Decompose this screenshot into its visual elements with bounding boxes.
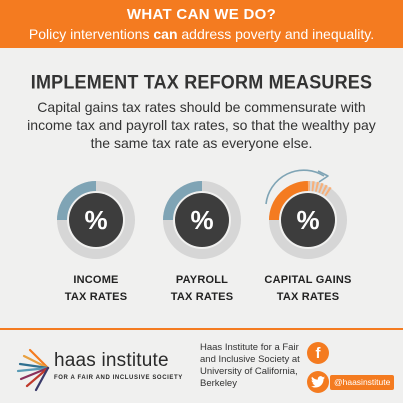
payroll-label-line2: TAX RATES xyxy=(170,291,234,303)
income-label-line1: INCOME xyxy=(73,274,119,286)
capital-gains-label-line1: CAPITAL GAINS xyxy=(264,274,352,286)
haas-logo-icon xyxy=(16,348,50,392)
payroll-tax-ring-icon: % xyxy=(163,181,241,259)
logo-name: haas institute xyxy=(54,350,169,371)
capital-gains-ring-icon: % xyxy=(269,181,347,259)
facebook-icon[interactable]: f xyxy=(307,342,329,364)
address-line2: and Inclusive Society at xyxy=(200,354,300,365)
banner-title: WHAT CAN WE DO? xyxy=(126,6,277,23)
header-banner: WHAT CAN WE DO? Policy interventions can… xyxy=(0,0,403,48)
payroll-label-line1: PAYROLL xyxy=(175,274,229,286)
income-tax-circle: % xyxy=(56,180,136,260)
capital-gains-label-line2: TAX RATES xyxy=(276,291,340,303)
banner-subtitle-before: Policy interventions xyxy=(28,26,154,42)
income-tax-ring-icon: % xyxy=(57,181,135,259)
payroll-percent-symbol: % xyxy=(190,205,213,235)
income-tax-label: INCOME TAX RATES xyxy=(41,272,151,306)
capital-gains-tax-label: CAPITAL GAINS TAX RATES xyxy=(253,272,363,306)
section-heading: IMPLEMENT TAX REFORM MEASURES xyxy=(30,71,373,93)
address-line4: Berkeley xyxy=(200,378,237,389)
banner-subtitle-after: address poverty and inequality. xyxy=(177,26,375,42)
twitter-icon[interactable] xyxy=(307,371,329,393)
facebook-glyph: f xyxy=(315,345,321,362)
payroll-tax-circle: % xyxy=(162,180,242,260)
income-label-line2: TAX RATES xyxy=(64,291,128,303)
payroll-tax-label: PAYROLL TAX RATES xyxy=(147,272,257,306)
haas-logo[interactable]: haas institute FOR A FAIR AND INCLUSIVE … xyxy=(14,342,184,392)
address-line3: University of California, xyxy=(200,366,298,377)
capital-gains-tax-circle: % xyxy=(265,169,348,260)
body-text: Capital gains tax rates should be commen… xyxy=(27,99,376,151)
twitter-handle[interactable]: @haasinstitute xyxy=(330,375,395,390)
footer-address: Haas Institute for a Fair and Inclusive … xyxy=(200,342,330,390)
banner-subtitle-bold: can xyxy=(153,26,178,42)
logo-tagline: FOR A FAIR AND INCLUSIVE SOCIETY xyxy=(54,375,183,381)
income-percent-symbol: % xyxy=(84,205,107,235)
banner-subtitle: Policy interventions can address poverty… xyxy=(0,26,403,42)
address-line1: Haas Institute for a Fair xyxy=(200,342,299,353)
capital-gains-percent-symbol: % xyxy=(296,205,319,235)
twitter-bird-icon xyxy=(311,376,325,388)
footer-divider xyxy=(0,328,403,330)
arrow-icon xyxy=(265,169,329,205)
